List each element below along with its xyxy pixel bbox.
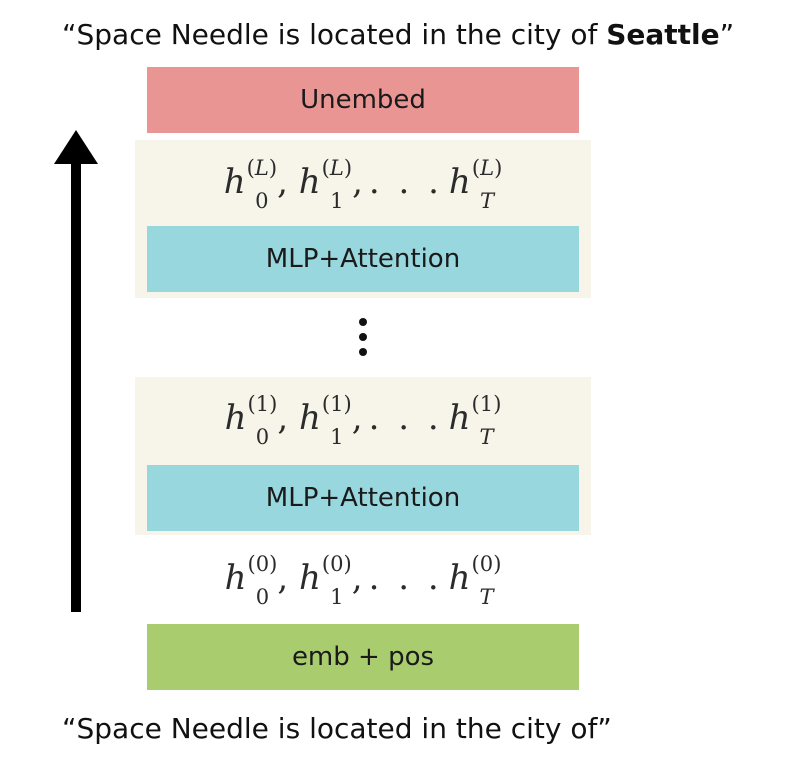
layer-L-sub-T: T <box>480 188 495 213</box>
unembed-label: Unembed <box>300 85 426 115</box>
hidden-states-layer-1: h (1) 0, h (1) 1,. . . h (1) T <box>224 390 502 449</box>
layer-0-sup: 0 <box>255 550 270 576</box>
mlp-attention-bottom-label: MLP+Attention <box>265 483 461 513</box>
layer-1-sub-0: 0 <box>255 424 270 449</box>
layer-1-sup-2: 1 <box>330 390 344 416</box>
layer-L-sup-2: L <box>329 154 344 180</box>
mlp-attention-top-label: MLP+Attention <box>265 244 461 274</box>
hidden-states-layer-L: h (L) 0, h (L) 1,. . . h (L) T <box>223 154 503 213</box>
embedding-block: emb + pos <box>147 624 579 690</box>
output-caption-close: ” <box>719 18 735 51</box>
output-token: Seattle <box>606 18 720 51</box>
layer-0-sub-T: T <box>479 584 494 609</box>
layer-L-sub-1: 1 <box>330 188 344 213</box>
mlp-attention-block-top: MLP+Attention <box>147 226 579 292</box>
layer-1-sub-T: T <box>479 424 494 449</box>
layer-0-sub-1: 1 <box>330 584 344 609</box>
unembed-block: Unembed <box>147 67 579 133</box>
input-caption: “Space Needle is located in the city of” <box>62 712 612 745</box>
input-caption-text: “Space Needle is located in the city of” <box>62 712 612 745</box>
output-caption-text: “Space Needle is located in the city of <box>62 18 607 51</box>
layer-0-sub-0: 0 <box>255 584 270 609</box>
layer-L-sub-0: 0 <box>255 188 269 213</box>
layer-0-sup-2: 0 <box>330 550 344 576</box>
layer-1-sub-1: 1 <box>330 424 344 449</box>
hidden-states-layer-0: h (0) 0, h (0) 1,. . . h (0) T <box>224 550 502 609</box>
layer-L-sup-3: L <box>480 154 495 180</box>
layer-1-sup-3: 1 <box>479 390 494 416</box>
output-caption: “Space Needle is located in the city of … <box>62 18 734 51</box>
embedding-label: emb + pos <box>291 642 435 672</box>
vertical-ellipsis-icon <box>359 318 367 358</box>
layer-0-sup-3: 0 <box>479 550 494 576</box>
mlp-attention-block-bottom: MLP+Attention <box>147 465 579 531</box>
layer-L-sup: L <box>254 154 269 180</box>
up-arrow-icon <box>54 130 98 612</box>
layer-1-sup: 1 <box>255 390 270 416</box>
